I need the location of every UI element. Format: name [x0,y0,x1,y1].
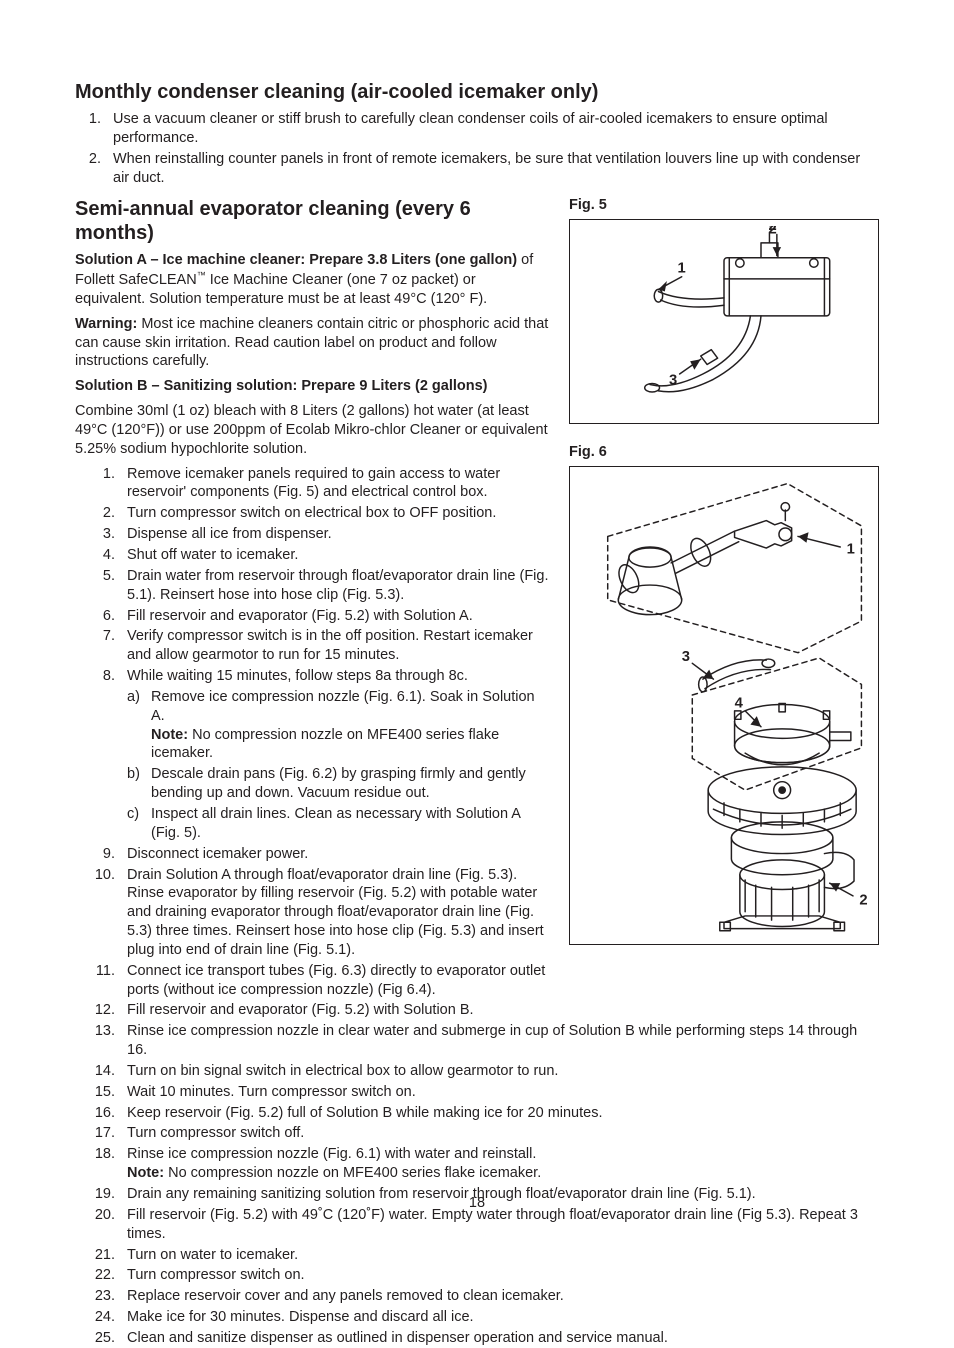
solutionA-lead: Solution A – Ice machine cleaner: Prepar… [75,252,517,268]
list-item: 6.Fill reservoir and evaporator (Fig. 5.… [75,607,879,626]
list-item: 2.When reinstalling counter panels in fr… [75,150,879,188]
substeps-list: a) Remove ice compression nozzle (Fig. 6… [127,688,879,843]
page-number: 18 [0,1195,954,1211]
note-lead: Note: [127,1165,164,1181]
monthly-list: 1.Use a vacuum cleaner or stiff brush to… [75,110,879,187]
list-text: Drain Solution A through float/evaporato… [127,867,544,958]
list-item: 5.Drain water from reservoir through flo… [75,567,879,605]
list-text: Turn compressor switch on electrical box… [127,505,496,521]
fig5-callout-1: 1 [677,261,685,277]
list-text: Remove icemaker panels required to gain … [127,466,500,501]
list-item: 16.Keep reservoir (Fig. 5.2) full of Sol… [75,1104,879,1123]
steps-list: 1.Remove icemaker panels required to gai… [75,465,879,1348]
list-text: Use a vacuum cleaner or stiff brush to c… [113,111,828,146]
list-item: 8.While waiting 15 minutes, follow steps… [75,667,879,843]
warning-body: Most ice machine cleaners contain citric… [75,316,548,370]
list-item: 12.Fill reservoir and evaporator (Fig. 5… [75,1001,879,1020]
list-text: Connect ice transport tubes (Fig. 6.3) d… [127,963,545,998]
list-text: Shut off water to icemaker. [127,547,298,563]
list-item: 20.Fill reservoir (Fig. 5.2) with 49˚C (… [75,1206,879,1244]
list-item: 22.Turn compressor switch on. [75,1266,879,1285]
list-item: 3.Dispense all ice from dispenser. [75,525,879,544]
list-item: 1.Use a vacuum cleaner or stiff brush to… [75,110,879,148]
list-text: Fill reservoir and evaporator (Fig. 5.2)… [127,608,473,624]
list-item: 9.Disconnect icemaker power. [75,845,879,864]
list-item: 23.Replace reservoir cover and any panel… [75,1287,879,1306]
list-item: a) Remove ice compression nozzle (Fig. 6… [127,688,879,763]
list-text: Keep reservoir (Fig. 5.2) full of Soluti… [127,1105,603,1121]
list-item: 2.Turn compressor switch on electrical b… [75,504,879,523]
list-item: 17.Turn compressor switch off. [75,1124,879,1143]
list-item: 11.Connect ice transport tubes (Fig. 6.3… [75,962,879,1000]
heading-monthly: Monthly condenser cleaning (air-cooled i… [75,80,879,104]
list-text: Turn compressor switch off. [127,1125,304,1141]
list-text: Rinse ice compression nozzle (Fig. 6.1) … [127,1146,536,1162]
fig6-label: Fig. 6 [569,444,879,460]
list-item: 21.Turn on water to icemaker. [75,1246,879,1265]
list-text: Descale drain pans (Fig. 6.2) by graspin… [151,766,526,801]
note-lead: Note: [151,727,188,743]
note-body: No compression nozzle on MFE400 series f… [164,1165,541,1181]
list-text: Make ice for 30 minutes. Dispense and di… [127,1309,474,1325]
list-item: 7.Verify compressor switch is in the off… [75,627,879,665]
list-text: Replace reservoir cover and any panels r… [127,1288,564,1304]
warning-lead: Warning: [75,316,137,332]
list-text: Drain water from reservoir through float… [127,568,548,603]
list-text: When reinstalling counter panels in fron… [113,151,860,186]
list-item: 25.Clean and sanitize dispenser as outli… [75,1329,879,1348]
list-text: Dispense all ice from dispenser. [127,526,332,542]
list-text: Verify compressor switch is in the off p… [127,628,533,663]
manual-page: Monthly condenser cleaning (air-cooled i… [0,0,954,1235]
fig5-callout-3: 3 [669,373,677,389]
list-item: 24.Make ice for 30 minutes. Dispense and… [75,1308,879,1327]
list-text: Remove ice compression nozzle (Fig. 6.1)… [151,689,535,724]
list-item: 18. Rinse ice compression nozzle (Fig. 6… [75,1145,879,1183]
list-item: b)Descale drain pans (Fig. 6.2) by grasp… [127,765,879,803]
fig5-svg: 1 2 3 2 [576,226,872,416]
list-item: c)Inspect all drain lines. Clean as nece… [127,805,879,843]
list-item: 1.Remove icemaker panels required to gai… [75,465,879,503]
list-text: Fill reservoir (Fig. 5.2) with 49˚C (120… [127,1207,858,1242]
list-text: While waiting 15 minutes, follow steps 8… [127,668,468,684]
list-item: 13.Rinse ice compression nozzle in clear… [75,1022,879,1060]
fig5-box: 1 2 3 2 [569,219,879,423]
note-body: No compression nozzle on MFE400 series f… [151,727,499,762]
fig5-label: Fig. 5 [569,197,879,213]
list-text: Clean and sanitize dispenser as outlined… [127,1330,668,1346]
list-item: 4.Shut off water to icemaker. [75,546,879,565]
list-text: Inspect all drain lines. Clean as necess… [151,806,520,841]
list-text: Rinse ice compression nozzle in clear wa… [127,1023,857,1058]
list-text: Fill reservoir and evaporator (Fig. 5.2)… [127,1002,474,1018]
list-text: Disconnect icemaker power. [127,846,308,862]
list-text: Turn compressor switch on. [127,1267,305,1283]
list-text: Turn on water to icemaker. [127,1247,298,1263]
list-text: Turn on bin signal switch in electrical … [127,1063,558,1079]
list-item: 10.Drain Solution A through float/evapor… [75,866,879,960]
tm-icon: ™ [197,270,206,280]
list-text: Wait 10 minutes. Turn compressor switch … [127,1084,416,1100]
list-item: 14.Turn on bin signal switch in electric… [75,1062,879,1081]
svg-text:2: 2 [769,226,777,237]
list-item: 15.Wait 10 minutes. Turn compressor swit… [75,1083,879,1102]
